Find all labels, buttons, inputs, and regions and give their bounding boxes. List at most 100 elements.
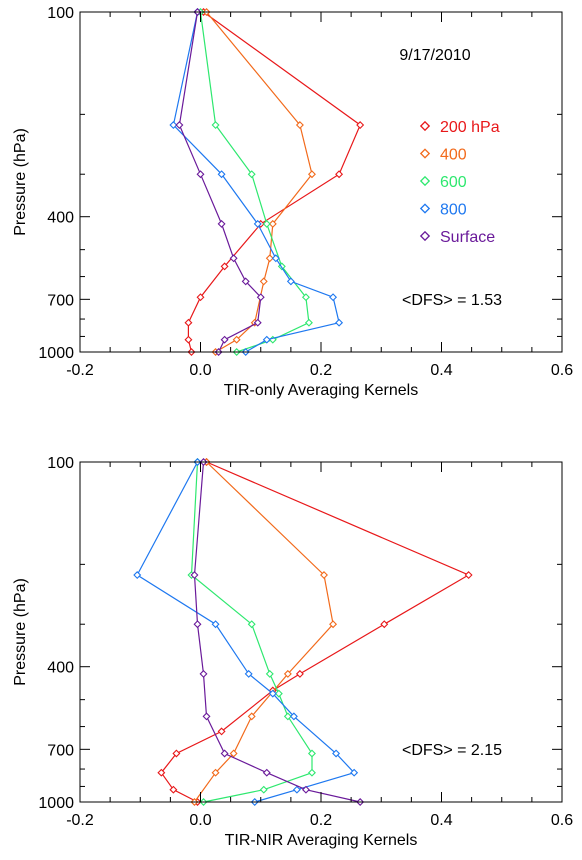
legend-entry: 400 bbox=[419, 147, 467, 164]
series-600 bbox=[187, 458, 316, 806]
data-point bbox=[259, 785, 268, 794]
data-point bbox=[247, 620, 256, 629]
data-point bbox=[211, 768, 220, 777]
legend-label: 600 bbox=[440, 174, 467, 191]
data-point bbox=[196, 170, 205, 179]
series-line bbox=[136, 461, 356, 803]
data-point bbox=[217, 170, 226, 179]
data-point bbox=[196, 293, 205, 302]
data-point bbox=[329, 620, 338, 629]
series-line bbox=[206, 11, 313, 353]
series-800 bbox=[133, 458, 359, 806]
data-point bbox=[175, 121, 184, 130]
data-point bbox=[301, 785, 310, 794]
data-point bbox=[202, 712, 211, 721]
data-point bbox=[335, 170, 344, 179]
data-point bbox=[268, 219, 277, 228]
data-point bbox=[133, 571, 142, 580]
data-point bbox=[380, 620, 389, 629]
data-point bbox=[229, 749, 238, 758]
data-point bbox=[286, 277, 295, 286]
data-point bbox=[172, 749, 181, 758]
legend-entry: 800 bbox=[419, 202, 467, 219]
date-label: 9/17/2010 bbox=[399, 47, 470, 64]
data-point bbox=[283, 669, 292, 678]
data-point bbox=[262, 219, 271, 228]
y-axis-title: Pressure (hPa) bbox=[12, 128, 29, 236]
panel-top: -0.2 0.0 0.2 0.4 0.6 100 400 700 1000 TIR-only Av… bbox=[12, 5, 573, 399]
series-line bbox=[172, 11, 340, 353]
legend-marker bbox=[419, 148, 431, 159]
series-line bbox=[190, 461, 313, 803]
data-point bbox=[295, 669, 304, 678]
data-point bbox=[271, 254, 280, 263]
data-point bbox=[247, 170, 256, 179]
data-point bbox=[247, 712, 256, 721]
data-point bbox=[259, 277, 268, 286]
legend-marker bbox=[419, 230, 431, 242]
data-point bbox=[262, 768, 271, 777]
data-point bbox=[262, 335, 271, 344]
data-point bbox=[274, 689, 283, 698]
y-tick-label: 1000 bbox=[38, 795, 74, 812]
data-point bbox=[268, 689, 277, 698]
series-line bbox=[199, 11, 310, 353]
data-point bbox=[307, 768, 316, 777]
data-point bbox=[169, 121, 178, 130]
data-point bbox=[307, 170, 316, 179]
x-tick-label: 0.0 bbox=[189, 362, 211, 379]
dfs-annotation: <DFS> = 2.15 bbox=[402, 742, 502, 759]
series-200-hpa bbox=[184, 8, 365, 356]
data-point bbox=[211, 121, 220, 130]
x-tick-label: 0.4 bbox=[430, 812, 452, 829]
data-point bbox=[211, 620, 220, 629]
data-point bbox=[332, 749, 341, 758]
series-surface bbox=[175, 8, 265, 356]
data-point bbox=[184, 318, 193, 327]
data-point bbox=[283, 712, 292, 721]
data-point bbox=[157, 768, 166, 777]
y-tick-label: 700 bbox=[47, 292, 74, 309]
data-point bbox=[220, 262, 229, 271]
panel-bottom: -0.2 0.0 0.2 0.4 0.6 100 400 700 1000 TIR-NIR Ave… bbox=[12, 455, 573, 849]
legend-entry: Surface bbox=[419, 229, 495, 246]
data-point bbox=[335, 318, 344, 327]
y-tick-label: 100 bbox=[47, 5, 74, 22]
data-point bbox=[329, 293, 338, 302]
legend-marker bbox=[419, 120, 431, 132]
legend-marker bbox=[419, 203, 431, 214]
data-point bbox=[199, 669, 208, 678]
series-400 bbox=[202, 8, 316, 356]
data-point bbox=[220, 749, 229, 758]
legend: 200 hPa 400 600 800 Surface bbox=[419, 119, 500, 246]
x-tick-label: 0.6 bbox=[551, 812, 573, 829]
x-tick-label: 0.4 bbox=[430, 362, 452, 379]
data-point bbox=[265, 669, 274, 678]
y-tick-label: 400 bbox=[47, 210, 74, 227]
data-point bbox=[265, 254, 274, 263]
y-tick-label: 700 bbox=[47, 742, 74, 759]
x-tick-label: 0.0 bbox=[189, 812, 211, 829]
data-point bbox=[244, 669, 253, 678]
data-point bbox=[295, 121, 304, 130]
legend-entry: 600 bbox=[419, 174, 467, 191]
data-point bbox=[464, 571, 473, 580]
data-point bbox=[292, 785, 301, 794]
y-tick-label: 100 bbox=[47, 455, 74, 472]
series-line bbox=[194, 461, 334, 803]
series-400 bbox=[190, 458, 338, 806]
data-point bbox=[289, 712, 298, 721]
data-point bbox=[241, 277, 250, 286]
data-point bbox=[253, 318, 262, 327]
x-axis-title: TIR-only Averaging Kernels bbox=[224, 382, 418, 399]
dfs-annotation: <DFS> = 1.53 bbox=[402, 292, 502, 309]
data-point bbox=[307, 749, 316, 758]
series-line bbox=[160, 461, 470, 803]
x-tick-label: 0.6 bbox=[551, 362, 573, 379]
x-tick-label: -0.2 bbox=[66, 812, 94, 829]
x-tick-label: -0.2 bbox=[66, 362, 94, 379]
data-point bbox=[169, 785, 178, 794]
data-point bbox=[301, 293, 310, 302]
y-tick-label: 1000 bbox=[38, 345, 74, 362]
